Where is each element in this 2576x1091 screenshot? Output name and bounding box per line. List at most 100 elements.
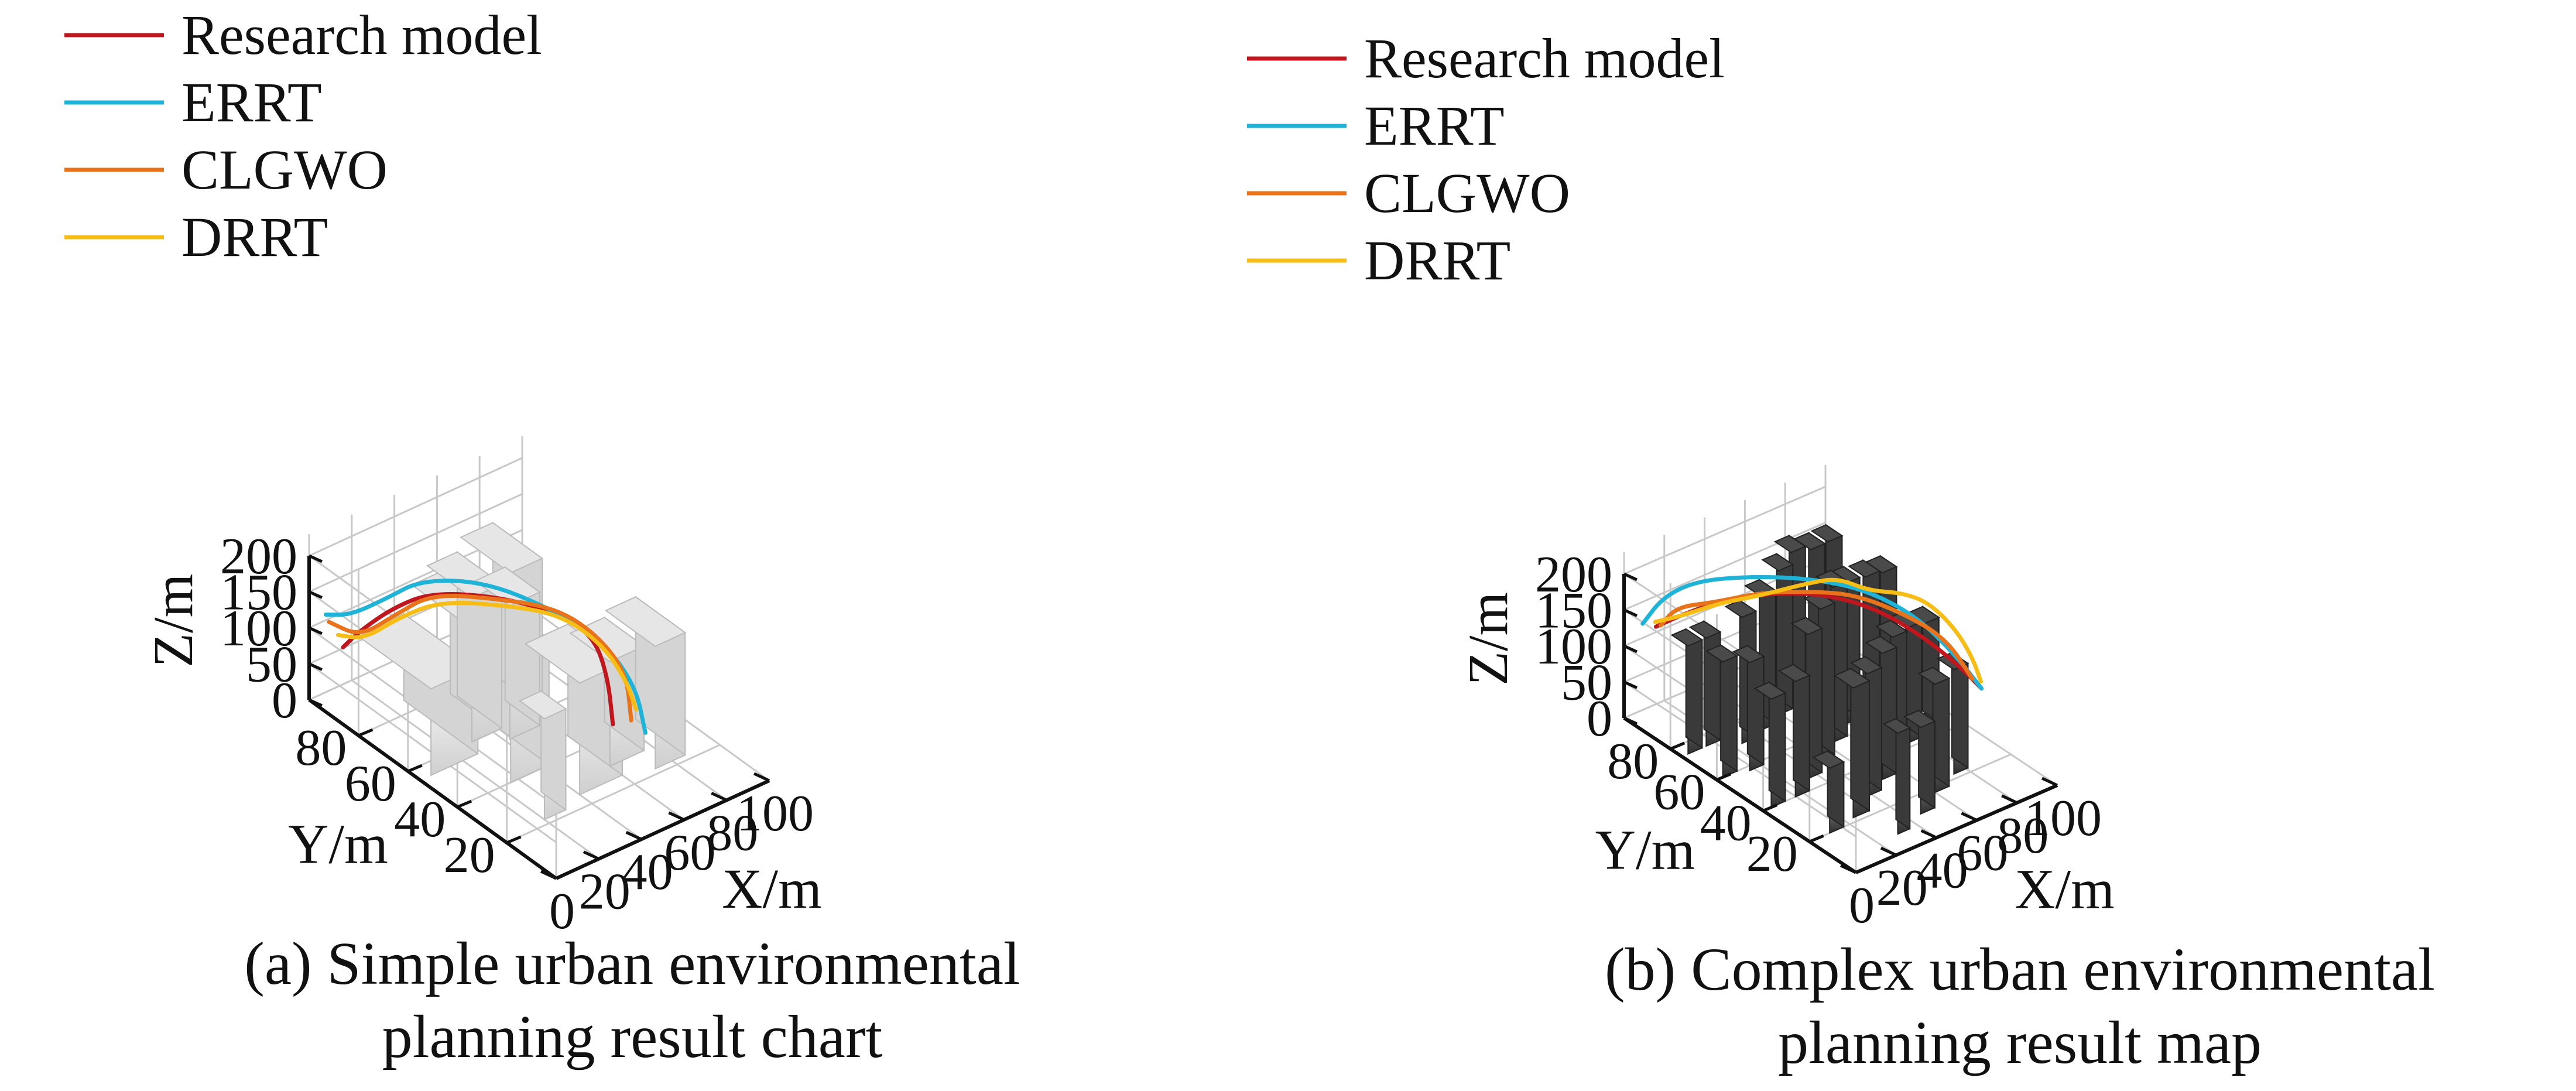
series-line-drrt <box>1653 577 1983 684</box>
z-tick <box>1623 716 1638 726</box>
y-axis-label: Y/m <box>1595 818 1695 881</box>
z-tick <box>308 698 323 707</box>
building <box>1753 681 1787 808</box>
building-side <box>1793 664 1810 792</box>
series-line-clgwo <box>327 594 633 723</box>
y-tick-label: 40 <box>394 791 446 848</box>
legend-label: CLGWO <box>181 138 388 201</box>
x-tick-label: 20 <box>579 864 631 921</box>
building-top <box>1903 710 1936 729</box>
building-side <box>1850 667 1870 812</box>
z-tick <box>1623 608 1638 617</box>
building <box>1903 709 1936 815</box>
x-axis <box>1855 784 2058 874</box>
building-side <box>1685 628 1703 749</box>
legend-label: ERRT <box>181 71 322 134</box>
caption-line: (a) Simple urban environmental <box>244 930 1020 997</box>
grid-line <box>351 679 600 860</box>
building-top <box>1777 664 1811 682</box>
z-tick-label: 150 <box>220 565 297 621</box>
building-side <box>1746 644 1765 766</box>
y-tick-label: 20 <box>1746 826 1798 883</box>
x-tick-label: 40 <box>1917 842 1968 899</box>
building-side <box>1879 635 1897 775</box>
y-tick <box>1808 834 1824 843</box>
x-tick <box>2041 777 2058 787</box>
z-tick-label: 50 <box>246 637 297 693</box>
caption: (b) Complex urban environmentalplanning … <box>1605 936 2435 1076</box>
x-tick <box>1880 846 1897 857</box>
series-line-clgwo <box>1658 590 1975 681</box>
buildings <box>355 521 687 821</box>
building-top <box>1875 620 1908 638</box>
z-tick-label: 200 <box>220 528 297 585</box>
z-tick-label: 50 <box>1561 655 1612 712</box>
legend-label: DRRT <box>1364 229 1510 292</box>
series <box>323 579 648 735</box>
z-tick-label: 150 <box>1535 583 1612 639</box>
x-tick <box>1920 829 1937 839</box>
x-tick <box>711 792 728 802</box>
x-tick-label: 100 <box>737 785 814 842</box>
x-tick <box>583 850 600 860</box>
building-top <box>460 522 544 574</box>
building <box>1833 667 1871 819</box>
x-tick-label: 60 <box>664 825 715 881</box>
x-axis-label: X/m <box>722 857 822 920</box>
z-tick <box>1623 680 1638 689</box>
building-top <box>1848 559 1881 578</box>
building-top <box>1812 750 1845 769</box>
building-top <box>1753 681 1787 700</box>
y-tick-label: 60 <box>345 755 396 812</box>
building-top <box>1705 644 1738 663</box>
z-axis-label: Z/m <box>142 574 204 668</box>
building <box>1670 628 1704 755</box>
series-line-drrt <box>336 601 639 712</box>
x-tick <box>540 870 557 880</box>
y-tick-label: 60 <box>1653 764 1705 821</box>
building <box>604 596 687 770</box>
x-tick <box>1961 812 1978 822</box>
building-top <box>518 690 567 720</box>
x-tick-label: 100 <box>2025 790 2102 847</box>
x-axis-label: X/m <box>2015 858 2115 921</box>
building-top <box>1810 524 1844 543</box>
z-tick <box>308 590 323 599</box>
y-axis <box>1623 716 1857 874</box>
z-tick <box>308 662 323 671</box>
building <box>1777 664 1811 798</box>
building <box>1865 635 1898 781</box>
building-top <box>1688 620 1722 639</box>
building <box>1812 750 1845 834</box>
x-tick <box>2001 794 2018 805</box>
building-side <box>1895 717 1911 830</box>
legend-label: ERRT <box>1364 94 1505 157</box>
legend-label: Research model <box>1364 27 1725 90</box>
caption-line: planning result map <box>1778 1009 2262 1076</box>
z-tick-label: 100 <box>220 600 297 657</box>
building-top <box>1917 666 1951 685</box>
grid-line <box>506 744 721 844</box>
z-tick <box>308 554 323 563</box>
z-tick-label: 100 <box>1535 618 1612 675</box>
legend-label: Research model <box>181 4 542 66</box>
building-top <box>1865 635 1898 654</box>
building-side <box>1703 620 1721 741</box>
y-tick <box>407 764 423 773</box>
y-tick <box>457 799 472 809</box>
x-tick <box>1839 864 1857 874</box>
x-tick <box>668 811 685 822</box>
z-tick <box>308 626 323 635</box>
z-tick-label: 0 <box>1587 690 1612 747</box>
legend-label: DRRT <box>181 206 328 268</box>
y-tick <box>1670 741 1686 751</box>
y-tick-label: 20 <box>444 827 495 884</box>
y-axis <box>308 698 557 880</box>
z-axis-label: Z/m <box>1457 592 1519 686</box>
